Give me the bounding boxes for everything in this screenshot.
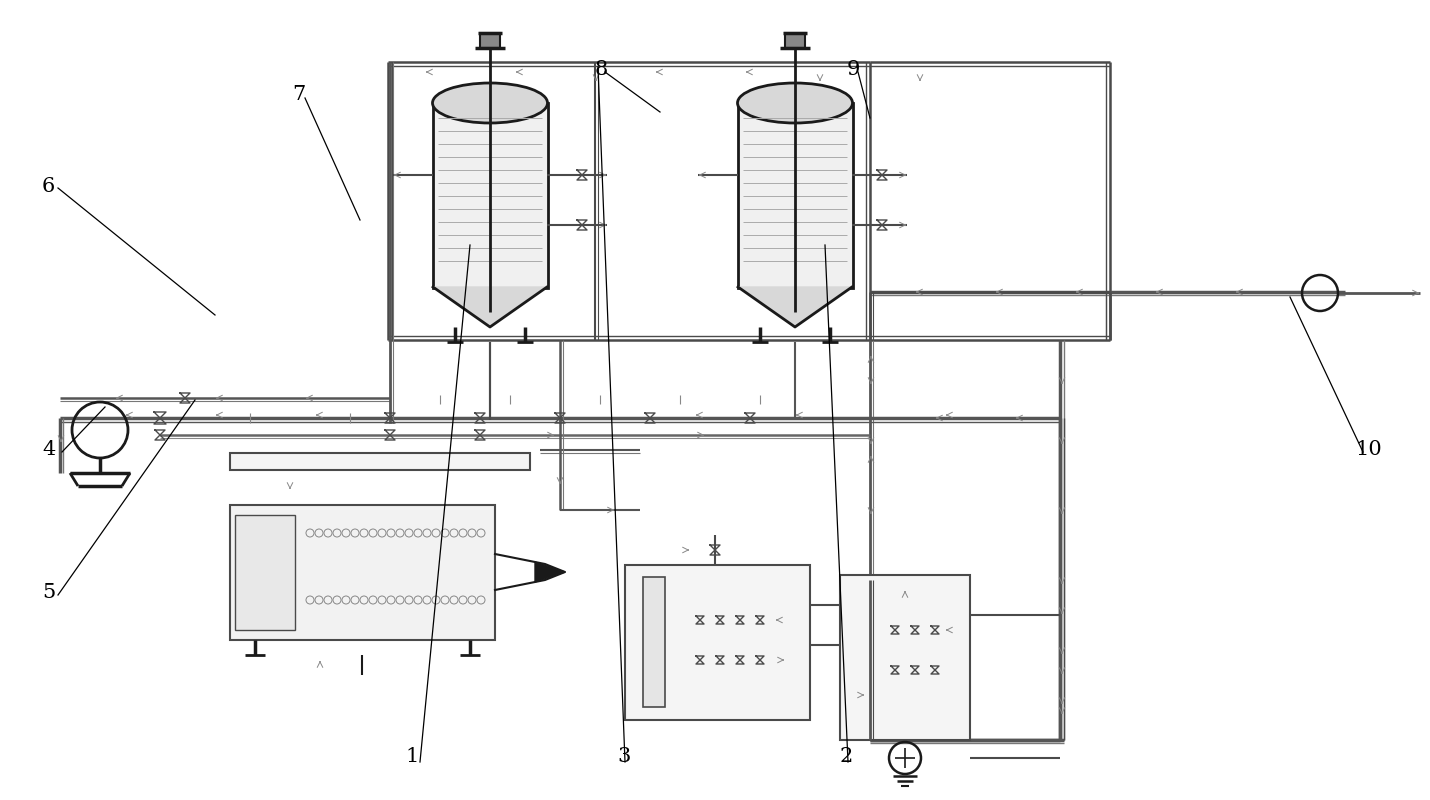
Text: 7: 7: [292, 85, 305, 104]
Ellipse shape: [432, 83, 548, 123]
Bar: [480, 33, 500, 48]
Text: 6: 6: [41, 177, 56, 196]
Bar: [785, 33, 805, 48]
Bar: [839, 575, 970, 740]
Bar: [230, 453, 531, 470]
Text: 4: 4: [41, 440, 56, 459]
Text: 9: 9: [847, 60, 861, 79]
Bar: [235, 515, 295, 630]
Bar: [433, 103, 548, 288]
Polygon shape: [535, 562, 565, 582]
Text: 10: 10: [1356, 440, 1381, 459]
Ellipse shape: [738, 83, 852, 123]
Polygon shape: [433, 287, 548, 327]
Text: 3: 3: [616, 747, 631, 766]
Bar: [644, 577, 665, 707]
Bar: [230, 505, 495, 640]
Bar: [625, 565, 809, 720]
Bar: [738, 103, 854, 288]
Text: 1: 1: [405, 747, 419, 766]
Text: 8: 8: [595, 60, 608, 79]
Text: 2: 2: [839, 747, 854, 766]
Text: 5: 5: [41, 583, 56, 602]
Polygon shape: [738, 287, 852, 327]
